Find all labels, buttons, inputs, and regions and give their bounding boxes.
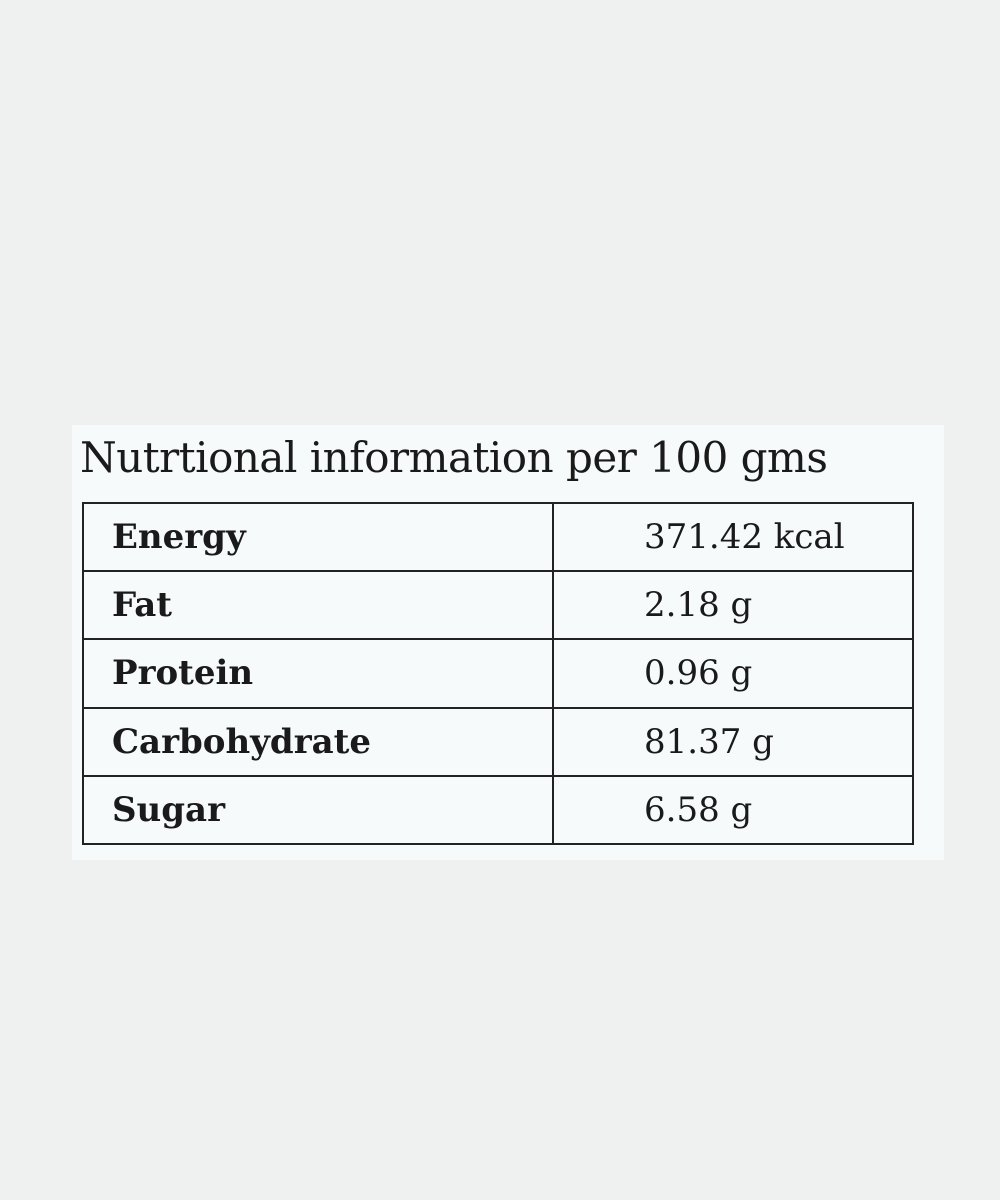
nutrient-value: 2.18 g	[552, 570, 914, 641]
nutrient-value: 81.37 g	[552, 706, 914, 777]
table-row: Carbohydrate 81.37 g	[82, 706, 914, 777]
label-panel: Nutrtional information per 100 gms Energ…	[72, 425, 944, 860]
table-row: Protein 0.96 g	[82, 638, 914, 709]
nutrient-name: Fat	[82, 570, 554, 641]
table-row: Sugar 6.58 g	[82, 774, 914, 846]
nutrient-value: 0.96 g	[552, 638, 914, 709]
title: Nutrtional information per 100 gms	[80, 433, 828, 482]
nutrient-name: Sugar	[82, 774, 554, 846]
nutrient-name: Energy	[82, 501, 554, 573]
nutrient-name: Protein	[82, 638, 554, 709]
nutrient-value: 371.42 kcal	[552, 501, 914, 573]
table-row: Fat 2.18 g	[82, 570, 914, 641]
nutrient-name: Carbohydrate	[82, 706, 554, 777]
table-row: Energy 371.42 kcal	[82, 501, 914, 573]
nutrient-value: 6.58 g	[552, 774, 914, 846]
